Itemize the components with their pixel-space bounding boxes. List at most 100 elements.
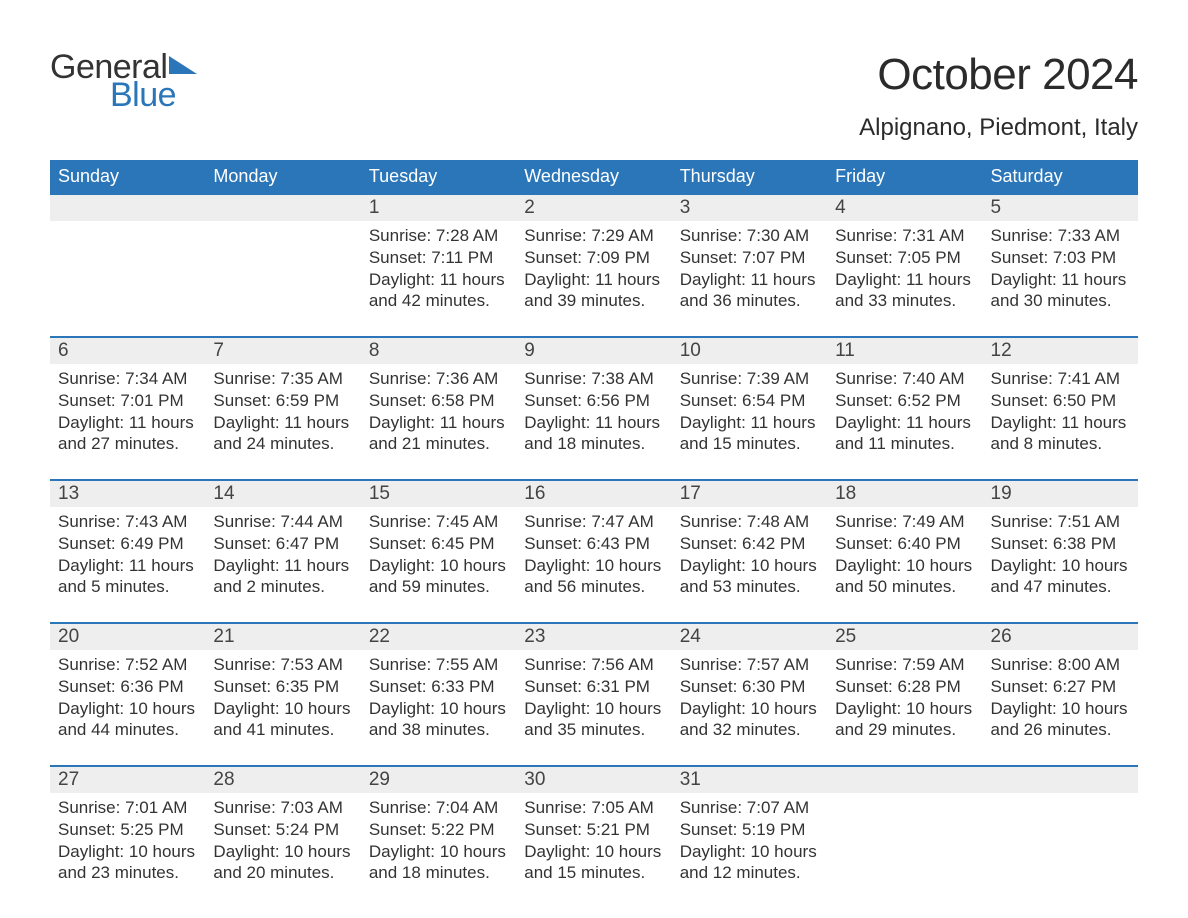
calendar-cell: 19Sunrise: 7:51 AMSunset: 6:38 PMDayligh… [983,479,1138,622]
day-details: Sunrise: 7:34 AMSunset: 7:01 PMDaylight:… [50,364,205,465]
day-details: Sunrise: 7:36 AMSunset: 6:58 PMDaylight:… [361,364,516,465]
day-header-row: Sunday Monday Tuesday Wednesday Thursday… [50,160,1138,193]
calendar-cell [205,193,360,336]
day-header: Tuesday [361,160,516,193]
day-sunset: Sunset: 6:28 PM [835,676,974,698]
day-sunrise: Sunrise: 7:41 AM [991,368,1130,390]
day-dl1: Daylight: 11 hours [213,555,352,577]
day-number [50,195,205,221]
day-dl1: Daylight: 11 hours [680,269,819,291]
day-sunrise: Sunrise: 7:56 AM [524,654,663,676]
day-sunset: Sunset: 7:03 PM [991,247,1130,269]
day-number-row [827,765,982,793]
day-details: Sunrise: 7:01 AMSunset: 5:25 PMDaylight:… [50,793,205,894]
calendar-cell: 29Sunrise: 7:04 AMSunset: 5:22 PMDayligh… [361,765,516,908]
day-dl1: Daylight: 11 hours [680,412,819,434]
day-sunrise: Sunrise: 7:48 AM [680,511,819,533]
day-sunset: Sunset: 6:52 PM [835,390,974,412]
day-dl2: and 44 minutes. [58,719,197,741]
calendar-cell: 27Sunrise: 7:01 AMSunset: 5:25 PMDayligh… [50,765,205,908]
day-number-row [50,193,205,221]
day-dl2: and 26 minutes. [991,719,1130,741]
day-details [983,793,1138,807]
day-sunrise: Sunrise: 7:44 AM [213,511,352,533]
day-details: Sunrise: 7:41 AMSunset: 6:50 PMDaylight:… [983,364,1138,465]
day-number: 16 [516,481,671,507]
day-details [205,221,360,235]
day-sunrise: Sunrise: 7:53 AM [213,654,352,676]
day-dl1: Daylight: 11 hours [58,555,197,577]
day-sunrise: Sunrise: 7:01 AM [58,797,197,819]
day-number: 25 [827,624,982,650]
day-number: 4 [827,195,982,221]
calendar-cell: 6Sunrise: 7:34 AMSunset: 7:01 PMDaylight… [50,336,205,479]
day-number [205,195,360,221]
day-sunset: Sunset: 6:50 PM [991,390,1130,412]
day-number: 15 [361,481,516,507]
day-number: 8 [361,338,516,364]
calendar-cell: 9Sunrise: 7:38 AMSunset: 6:56 PMDaylight… [516,336,671,479]
day-number: 23 [516,624,671,650]
day-number-row: 21 [205,622,360,650]
calendar-cell: 10Sunrise: 7:39 AMSunset: 6:54 PMDayligh… [672,336,827,479]
page-header: General Blue October 2024 Alpignano, Pie… [50,50,1138,142]
day-dl2: and 39 minutes. [524,290,663,312]
day-details: Sunrise: 7:49 AMSunset: 6:40 PMDaylight:… [827,507,982,608]
day-number-row: 7 [205,336,360,364]
day-details: Sunrise: 7:44 AMSunset: 6:47 PMDaylight:… [205,507,360,608]
day-number-row: 24 [672,622,827,650]
day-number: 11 [827,338,982,364]
day-dl2: and 23 minutes. [58,862,197,884]
day-dl1: Daylight: 10 hours [369,841,508,863]
day-number: 17 [672,481,827,507]
day-details: Sunrise: 7:56 AMSunset: 6:31 PMDaylight:… [516,650,671,751]
calendar-cell: 28Sunrise: 7:03 AMSunset: 5:24 PMDayligh… [205,765,360,908]
day-number: 22 [361,624,516,650]
day-number-row: 26 [983,622,1138,650]
day-dl2: and 20 minutes. [213,862,352,884]
logo-text-blue: Blue [110,78,197,112]
day-sunset: Sunset: 6:35 PM [213,676,352,698]
day-sunrise: Sunrise: 7:52 AM [58,654,197,676]
day-number-row: 19 [983,479,1138,507]
day-number-row: 10 [672,336,827,364]
day-sunrise: Sunrise: 7:39 AM [680,368,819,390]
day-dl1: Daylight: 10 hours [680,555,819,577]
day-details: Sunrise: 7:47 AMSunset: 6:43 PMDaylight:… [516,507,671,608]
day-sunrise: Sunrise: 7:45 AM [369,511,508,533]
day-header: Thursday [672,160,827,193]
day-details: Sunrise: 8:00 AMSunset: 6:27 PMDaylight:… [983,650,1138,751]
calendar-cell: 2Sunrise: 7:29 AMSunset: 7:09 PMDaylight… [516,193,671,336]
calendar-cell: 15Sunrise: 7:45 AMSunset: 6:45 PMDayligh… [361,479,516,622]
day-sunset: Sunset: 6:40 PM [835,533,974,555]
day-dl1: Daylight: 11 hours [213,412,352,434]
calendar-cell: 25Sunrise: 7:59 AMSunset: 6:28 PMDayligh… [827,622,982,765]
day-sunset: Sunset: 7:11 PM [369,247,508,269]
day-details: Sunrise: 7:40 AMSunset: 6:52 PMDaylight:… [827,364,982,465]
calendar-cell: 5Sunrise: 7:33 AMSunset: 7:03 PMDaylight… [983,193,1138,336]
calendar-head: Sunday Monday Tuesday Wednesday Thursday… [50,160,1138,193]
day-sunset: Sunset: 7:07 PM [680,247,819,269]
day-header: Monday [205,160,360,193]
day-details: Sunrise: 7:31 AMSunset: 7:05 PMDaylight:… [827,221,982,322]
day-sunrise: Sunrise: 7:03 AM [213,797,352,819]
calendar-cell: 20Sunrise: 7:52 AMSunset: 6:36 PMDayligh… [50,622,205,765]
calendar-table: Sunday Monday Tuesday Wednesday Thursday… [50,160,1138,908]
day-dl1: Daylight: 10 hours [524,555,663,577]
day-sunrise: Sunrise: 7:43 AM [58,511,197,533]
location-subtitle: Alpignano, Piedmont, Italy [859,114,1138,142]
day-details: Sunrise: 7:30 AMSunset: 7:07 PMDaylight:… [672,221,827,322]
day-number-row: 12 [983,336,1138,364]
day-sunrise: Sunrise: 7:55 AM [369,654,508,676]
day-sunset: Sunset: 6:58 PM [369,390,508,412]
day-sunrise: Sunrise: 7:31 AM [835,225,974,247]
day-sunset: Sunset: 6:43 PM [524,533,663,555]
day-details: Sunrise: 7:48 AMSunset: 6:42 PMDaylight:… [672,507,827,608]
day-number-row: 6 [50,336,205,364]
calendar-cell: 26Sunrise: 8:00 AMSunset: 6:27 PMDayligh… [983,622,1138,765]
day-number-row: 30 [516,765,671,793]
day-details [50,221,205,235]
day-dl2: and 15 minutes. [524,862,663,884]
calendar-cell [827,765,982,908]
day-number-row: 29 [361,765,516,793]
